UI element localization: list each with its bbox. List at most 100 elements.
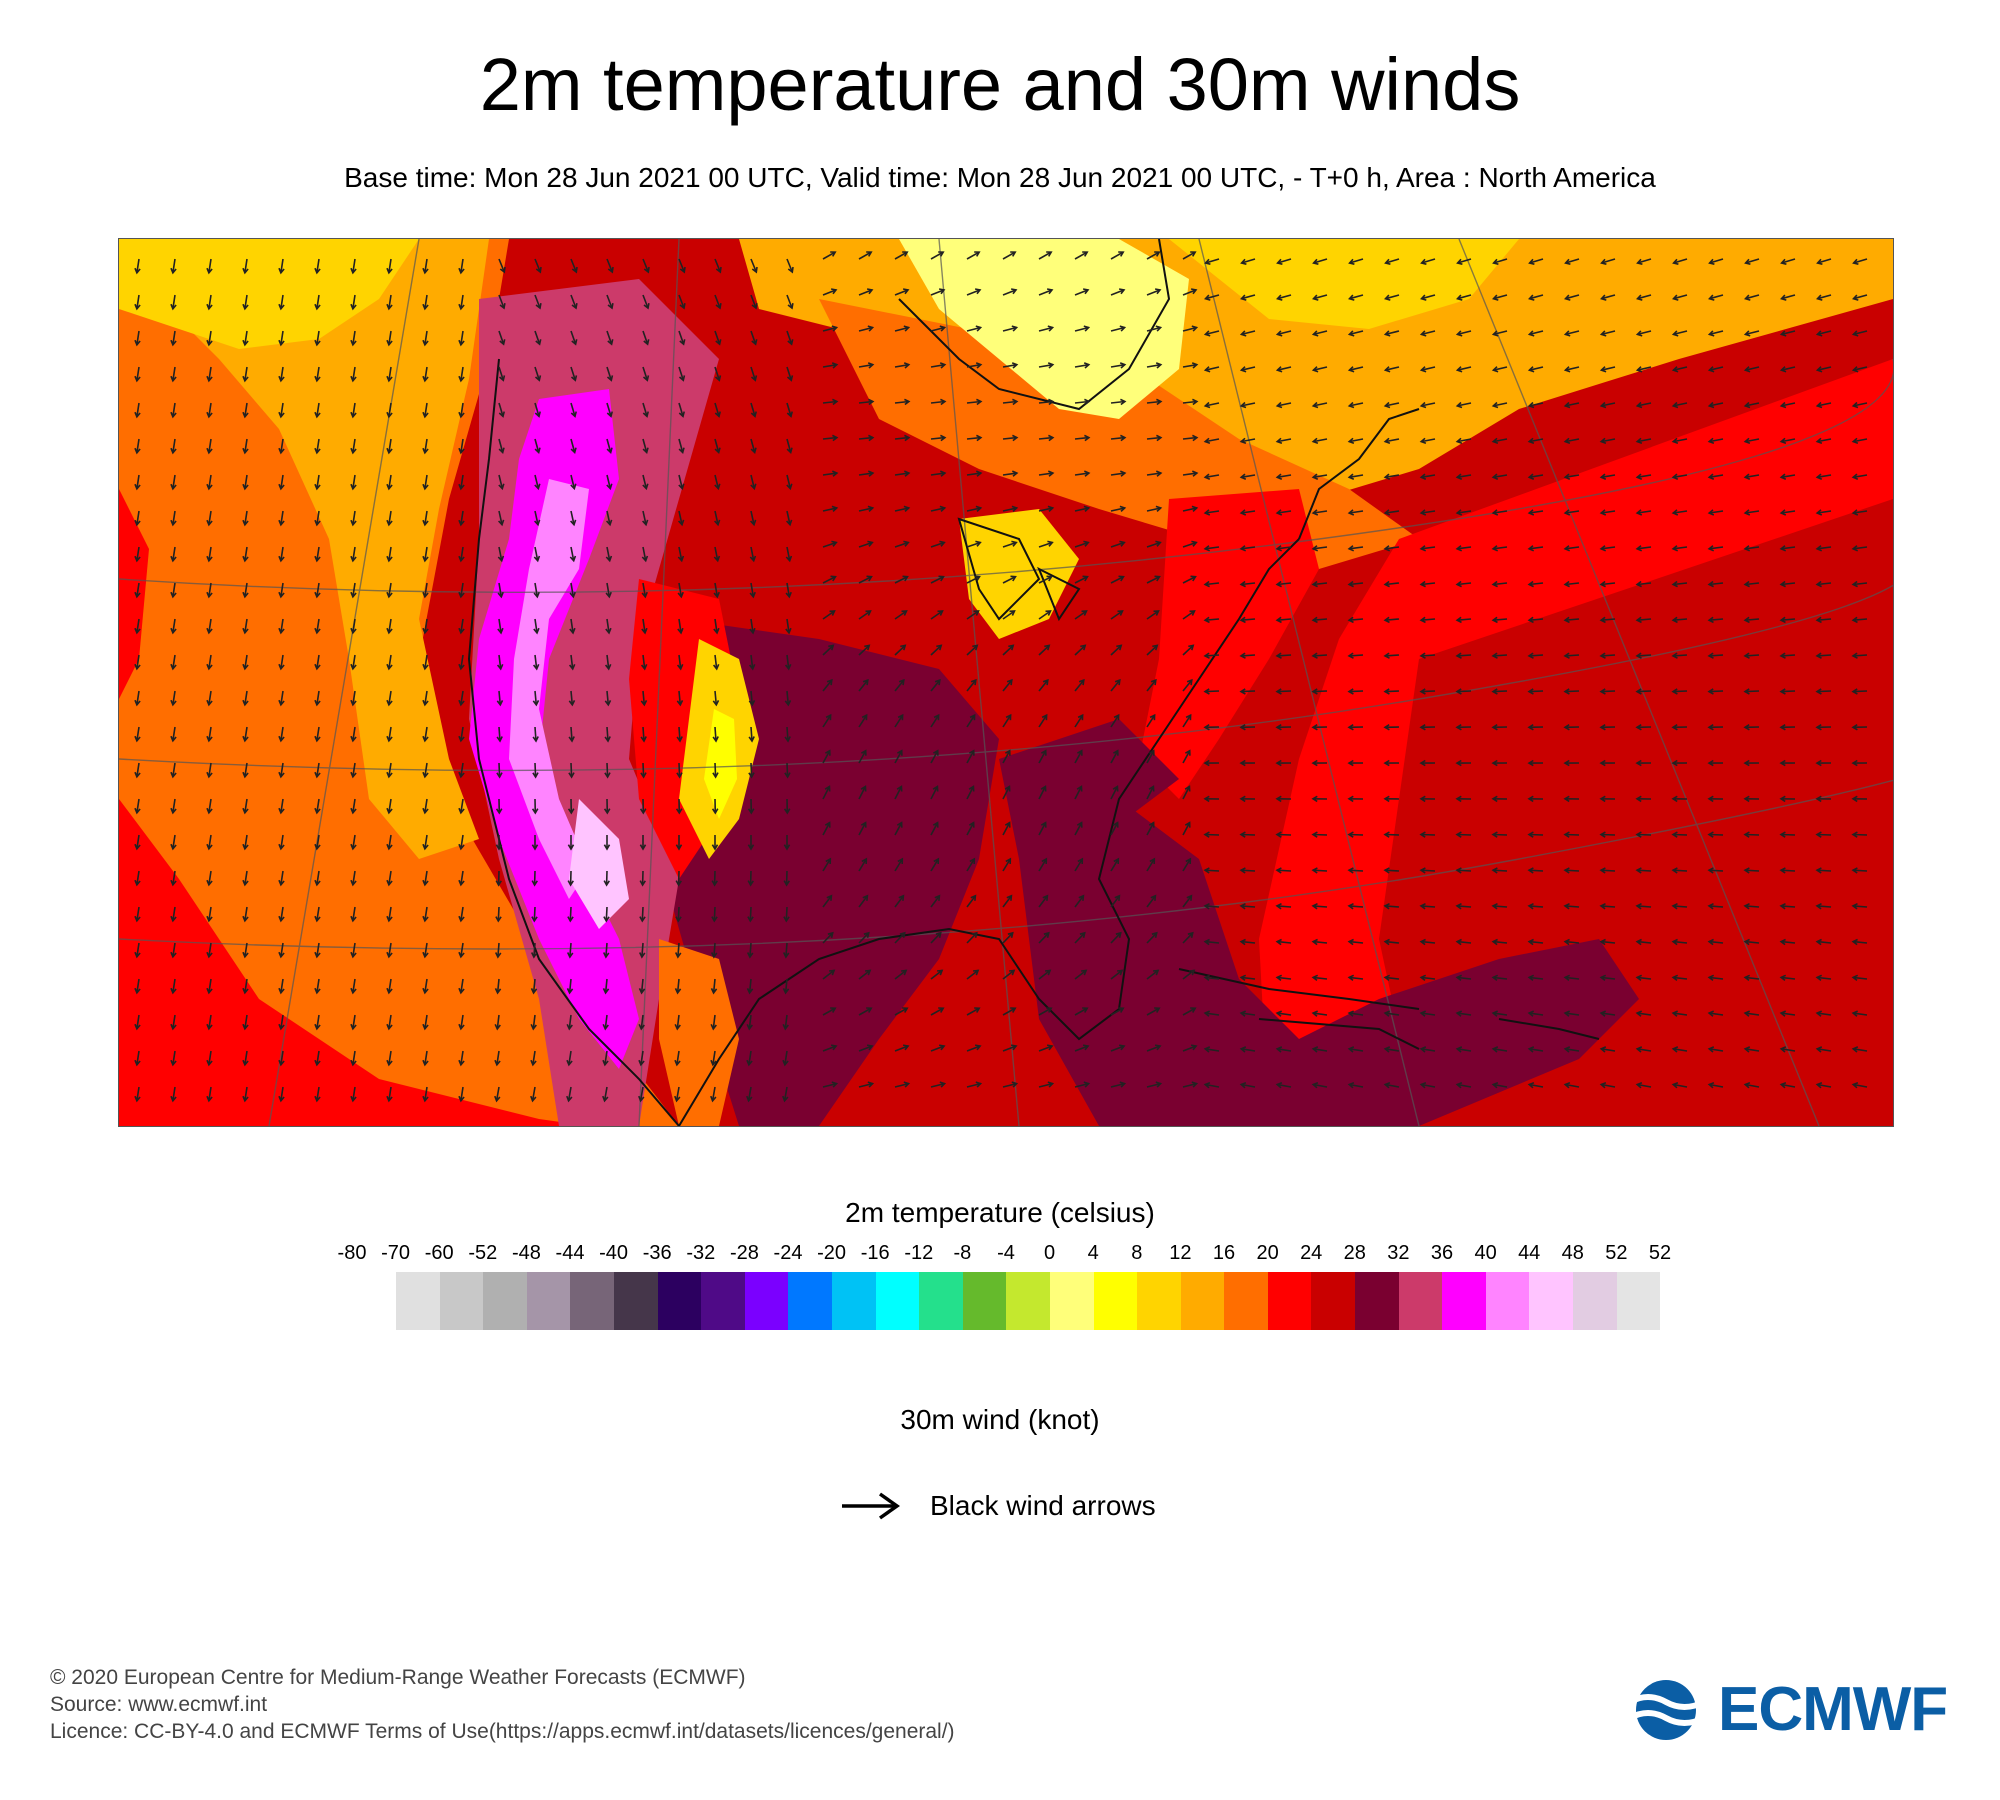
wind-arrow-head <box>1383 795 1390 803</box>
wind-arrow-head <box>458 807 465 815</box>
wind-arrow <box>1421 976 1436 980</box>
wind-arrow-head <box>458 699 465 707</box>
wind-arrow <box>460 258 464 273</box>
wind-arrow-head <box>1239 724 1246 731</box>
wind-arrow <box>1349 1083 1364 1088</box>
wind-arrow <box>1038 895 1049 908</box>
wind-arrow-head <box>170 627 177 635</box>
wind-arrow-head <box>458 915 465 923</box>
wind-arrow <box>786 294 793 309</box>
wind-arrow-head <box>933 713 940 721</box>
wind-arrow <box>858 363 873 368</box>
wind-arrow <box>1637 258 1652 264</box>
wind-arrow-head <box>1635 1010 1643 1017</box>
wind-arrow <box>1349 1048 1364 1052</box>
wind-arrow-head <box>1152 644 1159 651</box>
wind-arrow-head <box>1047 540 1054 547</box>
wind-arrow-head <box>134 555 141 563</box>
wind-arrow <box>532 1050 536 1065</box>
wind-arrow-head <box>531 916 538 923</box>
wind-arrow <box>786 582 791 597</box>
wind-arrow-head <box>496 700 504 707</box>
wind-arrow-head <box>568 736 575 743</box>
wind-arrow-head <box>643 339 650 346</box>
wind-arrow-head <box>1671 688 1678 695</box>
wind-arrow <box>424 582 428 597</box>
wind-arrow <box>1457 258 1472 264</box>
wind-arrow <box>316 726 320 741</box>
wind-arrow <box>352 798 356 813</box>
wind-arrow <box>894 1007 908 1016</box>
wind-arrow <box>534 258 542 273</box>
wind-arrow-head <box>1186 678 1193 686</box>
wind-arrow <box>1182 507 1197 512</box>
wind-arrow-head <box>675 916 682 923</box>
wind-arrow-head <box>1744 258 1751 265</box>
wind-arrow <box>1493 1048 1508 1052</box>
wind-arrow <box>1110 1045 1125 1052</box>
wind-arrow-head <box>278 411 285 419</box>
wind-arrow <box>1493 976 1508 980</box>
wind-arrow <box>1348 690 1364 693</box>
wind-arrow-head <box>1275 580 1282 588</box>
wind-arrow <box>894 679 905 692</box>
wind-arrow <box>460 294 464 309</box>
wind-arrow-head <box>1527 831 1534 838</box>
wind-arrow <box>1673 366 1688 371</box>
wind-arrow-head <box>674 1023 681 1031</box>
wind-arrow-head <box>1347 724 1354 731</box>
wind-arrow-head <box>1455 366 1463 373</box>
wind-legend-title: 30m wind (knot) <box>900 1404 1100 1435</box>
wind-arrow <box>424 546 428 561</box>
wind-arrow-head <box>1082 251 1089 257</box>
wind-arrow-head <box>242 303 249 311</box>
wind-arrow-head <box>1203 1046 1211 1053</box>
wind-arrow <box>858 714 868 728</box>
wind-arrow <box>1673 402 1688 407</box>
wind-arrow <box>1205 366 1220 371</box>
wind-arrow-head <box>278 843 285 851</box>
wind-arrow <box>280 1086 284 1101</box>
wind-arrow <box>136 546 140 561</box>
wind-arrow-head <box>458 1023 465 1031</box>
wind-arrow <box>280 654 284 669</box>
wind-arrow <box>1709 258 1724 264</box>
wind-arrow <box>1457 474 1472 479</box>
wind-arrow-head <box>1563 902 1570 910</box>
wind-arrow <box>930 969 943 980</box>
wind-arrow <box>676 1014 680 1029</box>
wind-arrow <box>1241 366 1256 371</box>
wind-arrow-head <box>278 807 285 815</box>
wind-arrow <box>570 438 576 453</box>
wind-arrow <box>1110 507 1125 512</box>
colorbar-swatch <box>526 1272 571 1330</box>
wind-arrow-head <box>1420 294 1427 301</box>
wind-arrow <box>534 402 540 417</box>
wind-arrow <box>1038 575 1052 584</box>
wind-arrow <box>1565 474 1580 479</box>
wind-arrow-head <box>1815 545 1823 552</box>
wind-arrow <box>1240 869 1256 872</box>
wind-arrow <box>1637 582 1652 586</box>
wind-arrow <box>388 1086 392 1101</box>
wind-arrow <box>532 978 536 993</box>
wind-arrow-head <box>534 375 542 382</box>
wind-arrow-head <box>386 1095 393 1103</box>
wind-arrow <box>244 1086 248 1101</box>
wind-arrow-head <box>1113 713 1120 721</box>
wind-arrow <box>136 978 140 993</box>
wind-arrow-head <box>1563 831 1570 838</box>
wind-arrow <box>1529 510 1544 514</box>
wind-arrow <box>1493 940 1508 944</box>
wind-arrow-head <box>531 808 539 815</box>
wind-arrow-head <box>1203 366 1211 373</box>
wind-arrow <box>388 438 392 453</box>
wind-arrow <box>1182 289 1197 296</box>
wind-arrow-head <box>566 988 574 995</box>
wind-arrow-head <box>1707 473 1715 480</box>
wind-arrow-head <box>1239 437 1247 445</box>
wind-arrow <box>639 1086 644 1101</box>
wind-arrow-head <box>386 375 393 383</box>
wind-arrow <box>388 798 392 813</box>
wind-arrow-head <box>1491 867 1498 874</box>
